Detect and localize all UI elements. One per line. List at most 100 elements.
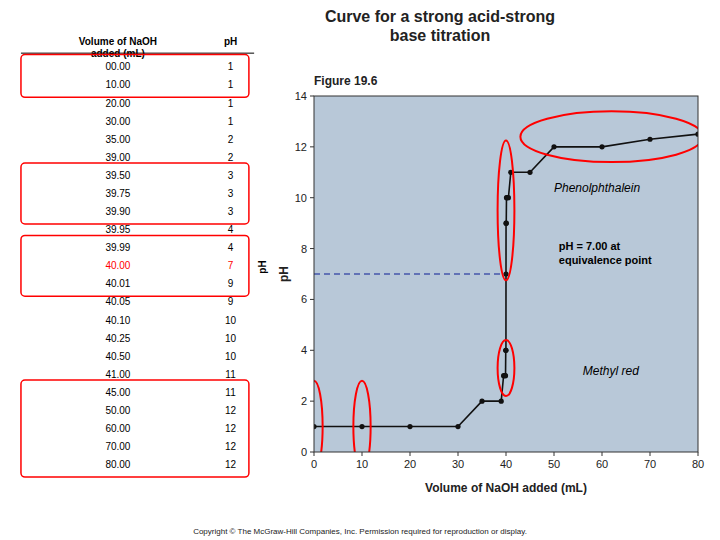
x-axis-label: Volume of NaOH added (mL) xyxy=(425,481,587,495)
x-tick xyxy=(602,452,603,456)
table-cell: 4 xyxy=(228,242,234,253)
y-tick-label: 4 xyxy=(301,344,307,356)
y-tick-label: 10 xyxy=(295,192,307,204)
y-tick-label: 6 xyxy=(301,293,307,305)
figure-label: Figure 19.6 xyxy=(314,74,378,88)
y-tick xyxy=(310,96,314,97)
table-cell: 11 xyxy=(225,387,236,398)
data-point xyxy=(503,271,508,276)
x-tick xyxy=(506,452,507,456)
y-tick-label: 8 xyxy=(301,243,307,255)
x-tick-label: 80 xyxy=(692,458,704,470)
table-group-box xyxy=(21,163,249,224)
title-line: Curve for a strong acid-strong xyxy=(325,8,555,25)
data-point xyxy=(502,373,507,378)
annotation: Phenolphthalein xyxy=(554,181,640,195)
table-group-box xyxy=(21,55,249,98)
table-cell: 40.00 xyxy=(105,260,130,271)
x-axis-label-line: Volume of NaOH added (mL) xyxy=(425,481,587,495)
x-tick xyxy=(554,452,555,456)
table-group-box xyxy=(21,380,249,477)
table-cell: 10 xyxy=(225,333,237,344)
table-cell: 39.50 xyxy=(105,170,130,181)
table-header-line: pH xyxy=(224,36,237,47)
x-tick-label: 60 xyxy=(596,458,608,470)
x-tick xyxy=(362,452,363,456)
annotation-line: Methyl red xyxy=(583,364,639,378)
table-cell: 12 xyxy=(225,441,237,452)
table-side-label: pH xyxy=(257,260,268,273)
annotation: pH = 7.00 atequivalence point xyxy=(559,240,652,265)
y-tick-label: 14 xyxy=(295,90,307,102)
y-tick xyxy=(310,197,314,198)
data-point xyxy=(503,373,508,378)
table-cell: 4 xyxy=(228,224,234,235)
x-tick-label: 40 xyxy=(500,458,512,470)
titration-line xyxy=(314,134,698,426)
table-header-line: added (mL) xyxy=(91,48,145,59)
table-cell: 39.95 xyxy=(105,224,130,235)
annotation-line: pH = 7.00 at xyxy=(559,240,621,252)
plot-area xyxy=(314,111,698,452)
y-axis-label: pH xyxy=(277,266,291,282)
table-cell: 1 xyxy=(228,61,234,72)
data-point xyxy=(599,144,604,149)
table-cell: 45.00 xyxy=(105,387,130,398)
table-cell: 11 xyxy=(225,369,236,380)
x-tick-label: 50 xyxy=(548,458,560,470)
table-cell: 60.00 xyxy=(105,423,130,434)
table-cell: 12 xyxy=(225,423,237,434)
table-cell: 39.99 xyxy=(105,242,130,253)
table-cell: 1 xyxy=(228,98,234,109)
table-cell: 40.05 xyxy=(105,296,130,307)
data-point xyxy=(503,348,508,353)
title: Curve for a strong acid-strongbase titra… xyxy=(325,8,555,44)
plot-background xyxy=(314,96,698,452)
table-header: pH xyxy=(224,36,237,47)
table-cell: 41.00 xyxy=(105,369,130,380)
table-side-label-line: pH xyxy=(257,260,268,273)
x-tick-label: 10 xyxy=(356,458,368,470)
table-cell: 40.50 xyxy=(105,351,130,362)
figure-label-line: Figure 19.6 xyxy=(314,74,378,88)
table-cell: 12 xyxy=(225,459,237,470)
table-cell: 2 xyxy=(228,134,234,145)
y-tick-label: 2 xyxy=(301,395,307,407)
data-point xyxy=(504,221,509,226)
highlight-circle xyxy=(314,381,323,452)
annotation-line: Phenolphthalein xyxy=(554,181,640,195)
table-cell: 9 xyxy=(228,296,234,307)
y-tick-label: 0 xyxy=(301,446,307,458)
footer: Copyright © The McGraw-Hill Companies, I… xyxy=(193,527,527,536)
data-point xyxy=(499,399,504,404)
data-point xyxy=(479,399,484,404)
table-cell: 1 xyxy=(228,79,234,90)
table-cell: 10 xyxy=(225,315,237,326)
table-cell: 39.90 xyxy=(105,206,130,217)
table-cell: 40.25 xyxy=(105,333,130,344)
table-header-line: Volume of NaOH xyxy=(79,36,157,47)
table-cell: 35.00 xyxy=(105,134,130,145)
x-tick xyxy=(314,452,315,456)
y-tick xyxy=(310,350,314,351)
table-cell: 39.00 xyxy=(105,152,130,163)
highlight-circle xyxy=(353,381,370,452)
data-point xyxy=(359,424,364,429)
y-axis-label-line: pH xyxy=(277,266,291,282)
data-point xyxy=(455,424,460,429)
table-cell: 30.00 xyxy=(105,116,130,127)
table-cell: 9 xyxy=(228,278,234,289)
y-tick xyxy=(310,452,314,453)
plot-frame xyxy=(314,96,698,452)
data-point xyxy=(407,424,412,429)
data-point xyxy=(647,137,652,142)
table-cell: 20.00 xyxy=(105,98,130,109)
x-tick-label: 70 xyxy=(644,458,656,470)
table-cell: 3 xyxy=(228,188,234,199)
reference-line xyxy=(314,273,506,275)
data-point xyxy=(506,195,511,200)
table-cell: 40.01 xyxy=(105,278,130,289)
highlight-ellipse xyxy=(498,340,515,396)
table-group-box xyxy=(21,235,249,296)
y-tick-label: 12 xyxy=(295,141,307,153)
